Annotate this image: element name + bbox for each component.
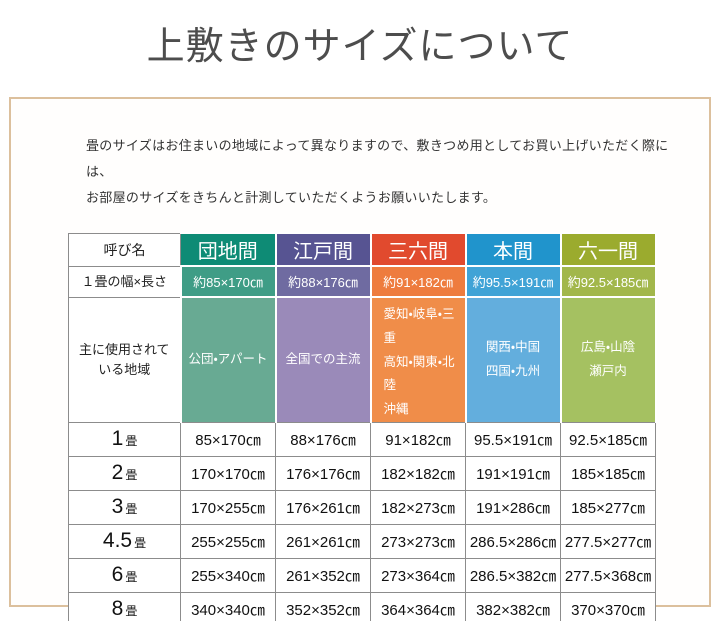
size-cell: 170×170㎝ — [180, 455, 276, 491]
row-label-number: 6 — [111, 563, 124, 587]
col-header-honma: 本間 — [464, 232, 562, 268]
size-cell: 273×364㎝ — [370, 557, 466, 593]
region-cell: 広島・山陰 瀬戸内 — [559, 296, 657, 423]
size-cell: 261×352㎝ — [275, 557, 371, 593]
row-label-number: 1 — [111, 427, 124, 451]
row-label-unit: 畳 — [125, 434, 138, 449]
size-cell: 85×170㎝ — [180, 421, 276, 457]
unit-size-cell: 約91×182㎝ — [369, 265, 467, 299]
col-header-sanrokuma: 三六間 — [369, 232, 467, 268]
region-cell: 関西・中国 四国・九州 — [464, 296, 562, 423]
region-cell: 全国での主流 — [274, 296, 372, 423]
size-cell: 185×185㎝ — [560, 455, 656, 491]
region-row: 主に使用されて いる地域 公団・アパート 全国での主流 愛知・岐阜・三重 高知・… — [68, 296, 657, 423]
size-cell: 91×182㎝ — [370, 421, 466, 457]
row-label-unit: 畳 — [134, 536, 147, 551]
size-cell: 170×255㎝ — [180, 489, 276, 525]
size-cell: 261×261㎝ — [275, 523, 371, 559]
row-label-number: 3 — [111, 495, 124, 519]
size-cell: 382×382㎝ — [465, 591, 561, 621]
row-label: 4.5 畳 — [68, 523, 181, 559]
size-cell: 286.5×382㎝ — [465, 557, 561, 593]
row-label-unit: 畳 — [125, 570, 138, 585]
size-cell: 182×273㎝ — [370, 489, 466, 525]
intro-line-2: お部屋のサイズをきちんと計測していただくようお願いいたします。 — [86, 190, 497, 206]
size-cell: 277.5×368㎝ — [560, 557, 656, 593]
row-label-unit: 畳 — [125, 604, 138, 619]
unit-size-cell: 約88×176㎝ — [274, 265, 372, 299]
size-cell: 92.5×185㎝ — [560, 421, 656, 457]
col-header-rokuichima: 六一間 — [559, 232, 657, 268]
size-cell: 286.5×286㎝ — [465, 523, 561, 559]
intro-line-1: 畳のサイズはお住まいの地域によって異なりますので、敷きつめ用としてお買い上げいた… — [86, 138, 669, 180]
region-cell: 公団・アパート — [179, 296, 277, 423]
size-cell: 182×182㎝ — [370, 455, 466, 491]
region-cell: 愛知・岐阜・三重 高知・関東・北陸 沖縄 — [369, 296, 467, 423]
unit-size-row-label: １畳の幅×長さ — [68, 265, 181, 298]
unit-size-row: １畳の幅×長さ 約85×170㎝ 約88×176㎝ 約91×182㎝ 約95.5… — [68, 265, 657, 299]
size-cell: 88×176㎝ — [275, 421, 371, 457]
intro-text: 畳のサイズはお住まいの地域によって異なりますので、敷きつめ用としてお買い上げいた… — [86, 133, 679, 211]
row-label-number: 8 — [111, 597, 124, 621]
row-label-unit: 畳 — [125, 502, 138, 517]
size-cell: 191×191㎝ — [465, 455, 561, 491]
col-header-edoma: 江戸間 — [274, 232, 372, 268]
size-cell: 255×340㎝ — [180, 557, 276, 593]
size-cell: 277.5×277㎝ — [560, 523, 656, 559]
size-cell: 95.5×191㎝ — [465, 421, 561, 457]
table-row-4-5jo: 4.5 畳 255×255㎝ 261×261㎝ 273×273㎝ 286.5×28… — [68, 523, 656, 559]
size-cell: 370×370㎝ — [560, 591, 656, 621]
size-cell: 176×261㎝ — [275, 489, 371, 525]
tatami-size-table: 呼び名 団地間 江戸間 三六間 本間 六一間 １畳の幅×長さ 約85×170㎝ … — [68, 232, 657, 621]
row-label-number: 2 — [111, 461, 124, 485]
content-frame: 畳のサイズはお住まいの地域によって異なりますので、敷きつめ用としてお買い上げいた… — [9, 97, 711, 621]
size-cell: 340×340㎝ — [180, 591, 276, 621]
unit-size-cell: 約85×170㎝ — [179, 265, 277, 299]
size-cell: 273×273㎝ — [370, 523, 466, 559]
corner-header: 呼び名 — [68, 232, 181, 267]
region-row-label: 主に使用されて いる地域 — [68, 296, 181, 423]
size-cell: 176×176㎝ — [275, 455, 371, 491]
col-header-danchima: 団地間 — [180, 232, 277, 268]
size-cell: 364×364㎝ — [370, 591, 466, 621]
unit-size-cell: 約92.5×185㎝ — [559, 265, 657, 299]
size-cell: 255×255㎝ — [180, 523, 276, 559]
unit-size-cell: 約95.5×191㎝ — [464, 265, 562, 299]
size-cell: 185×277㎝ — [560, 489, 656, 525]
row-label-unit: 畳 — [125, 468, 138, 483]
header-row: 呼び名 団地間 江戸間 三六間 本間 六一間 — [68, 232, 657, 268]
size-cell: 191×286㎝ — [465, 489, 561, 525]
size-cell: 352×352㎝ — [275, 591, 371, 621]
page-title: 上敷きのサイズについて — [146, 24, 574, 68]
row-label-number: 4.5 — [102, 529, 133, 553]
